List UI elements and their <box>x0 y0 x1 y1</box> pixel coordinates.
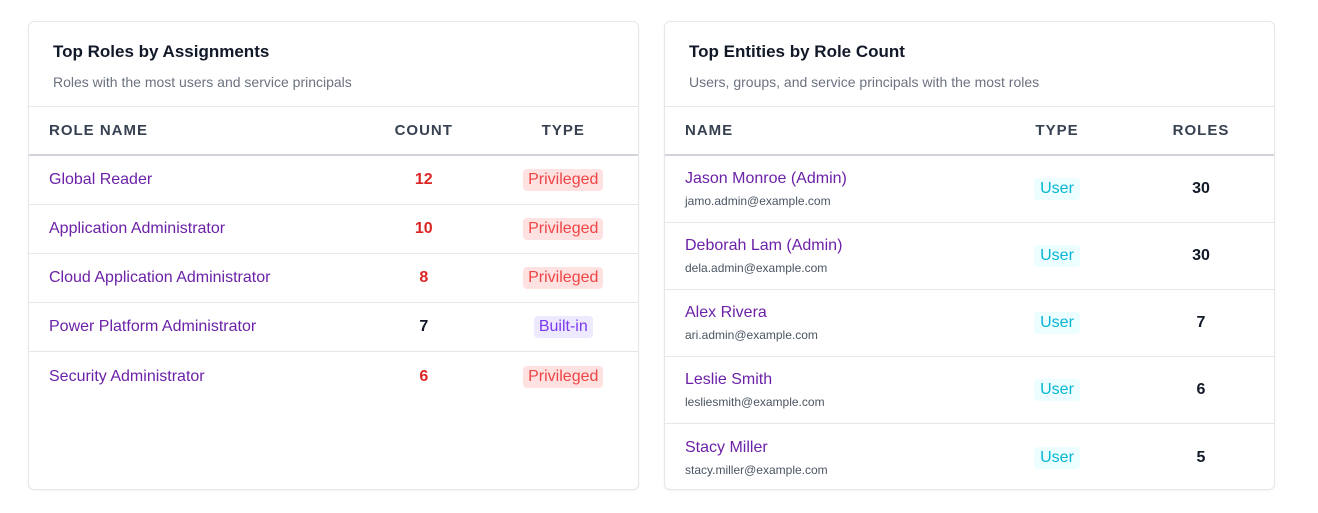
entity-name-link[interactable]: Leslie Smith <box>685 371 773 388</box>
role-count: 30 <box>1192 247 1210 264</box>
role-type-badge: Privileged <box>523 169 604 191</box>
role-name-link[interactable]: Global Reader <box>49 171 153 188</box>
entity-email: dela.admin@example.com <box>685 261 828 275</box>
assignment-count: 12 <box>414 171 433 188</box>
card-header: Top Roles by Assignments Roles with the … <box>29 22 638 107</box>
role-count: 5 <box>1196 448 1206 466</box>
role-count: 30 <box>1192 180 1210 197</box>
table-row: Deborah Lam (Admin) dela.admin@example.c… <box>665 223 1274 290</box>
entity-name-link[interactable]: Alex Rivera <box>685 304 767 321</box>
entity-email: jamo.admin@example.com <box>685 194 831 208</box>
table-row: Global Reader 12 Privileged <box>29 156 638 205</box>
column-header-type: TYPE <box>541 122 585 139</box>
card-subtitle: Roles with the most users and service pr… <box>53 74 352 90</box>
table-row: Jason Monroe (Admin) jamo.admin@example.… <box>665 156 1274 223</box>
role-type-badge: Privileged <box>523 365 604 388</box>
role-name-link[interactable]: Cloud Application Administrator <box>49 269 271 286</box>
table-body: Global Reader 12 Privileged Application … <box>29 156 638 401</box>
column-header-roles: ROLES <box>1172 122 1230 139</box>
entity-name-link[interactable]: Deborah Lam (Admin) <box>685 237 843 254</box>
role-type-badge: Built-in <box>533 316 593 338</box>
entity-name-link[interactable]: Jason Monroe (Admin) <box>685 170 847 187</box>
table-row: Power Platform Administrator 7 Built-in <box>29 303 638 352</box>
assignment-count: 8 <box>419 269 429 286</box>
assignment-count: 6 <box>419 367 429 385</box>
entity-email: lesliesmith@example.com <box>685 395 825 409</box>
top-roles-card: Top Roles by Assignments Roles with the … <box>28 21 639 490</box>
card-subtitle: Users, groups, and service principals wi… <box>689 74 1040 90</box>
role-count: 7 <box>1196 314 1206 331</box>
entity-type-badge: User <box>1034 312 1080 334</box>
table-row: Application Administrator 10 Privileged <box>29 205 638 254</box>
table-row: Leslie Smith lesliesmith@example.com Use… <box>665 357 1274 424</box>
entity-type-badge: User <box>1034 178 1080 200</box>
role-type-badge: Privileged <box>523 218 604 240</box>
table-header: NAME TYPE ROLES <box>665 107 1274 156</box>
table-row: Cloud Application Administrator 8 Privil… <box>29 254 638 303</box>
assignment-count: 7 <box>419 318 429 335</box>
entity-type-badge: User <box>1034 379 1080 401</box>
entity-email: ari.admin@example.com <box>685 328 818 342</box>
top-entities-card: Top Entities by Role Count Users, groups… <box>664 21 1275 490</box>
assignment-count: 10 <box>414 220 433 237</box>
role-type-badge: Privileged <box>523 267 604 289</box>
role-count: 6 <box>1196 381 1206 398</box>
table-body: Jason Monroe (Admin) jamo.admin@example.… <box>665 156 1274 489</box>
table-row: Stacy Miller stacy.miller@example.com Us… <box>665 424 1274 489</box>
entity-email: stacy.miller@example.com <box>685 462 828 477</box>
entity-type-badge: User <box>1034 245 1080 267</box>
entity-name-link[interactable]: Stacy Miller <box>685 438 768 456</box>
card-header: Top Entities by Role Count Users, groups… <box>665 22 1274 107</box>
table-row: Security Administrator 6 Privileged <box>29 352 638 401</box>
column-header-role-name: ROLE NAME <box>49 122 148 139</box>
table-header: ROLE NAME COUNT TYPE <box>29 107 638 156</box>
role-name-link[interactable]: Application Administrator <box>49 220 226 237</box>
entity-type-badge: User <box>1034 446 1080 469</box>
table-row: Alex Rivera ari.admin@example.com User 7 <box>665 290 1274 357</box>
card-title: Top Roles by Assignments <box>53 42 270 61</box>
role-name-link[interactable]: Security Administrator <box>49 367 205 385</box>
role-name-link[interactable]: Power Platform Administrator <box>49 318 257 335</box>
column-header-type: TYPE <box>1035 122 1079 139</box>
column-header-count: COUNT <box>394 122 453 139</box>
card-title: Top Entities by Role Count <box>689 42 905 61</box>
column-header-name: NAME <box>685 122 734 139</box>
